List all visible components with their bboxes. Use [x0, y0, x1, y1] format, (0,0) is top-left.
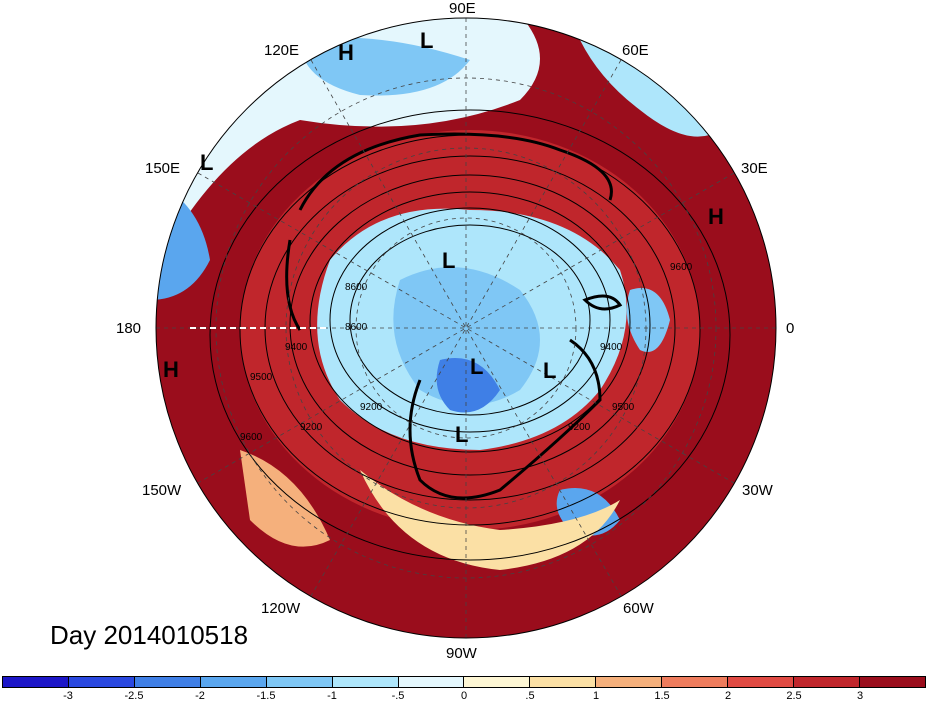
contour-label: 8600 — [345, 282, 368, 293]
low-pressure-marker: L — [200, 150, 214, 175]
colorbar-tick-label: 1 — [592, 690, 600, 702]
contour-label: 9500 — [612, 402, 635, 413]
longitude-label: 120E — [264, 42, 300, 59]
colorbar-tick-label: -.5 — [391, 690, 405, 702]
globe-outline — [155, 17, 777, 639]
colorbar-swatch — [134, 677, 201, 687]
colorbar-swatch — [200, 677, 267, 687]
colorbar-swatch — [794, 677, 860, 687]
colorbar-tick-label: .5 — [525, 690, 535, 702]
contour-label: 9400 — [600, 342, 623, 353]
longitude-label: 90W — [446, 645, 477, 662]
colorbar-tick-label: 3 — [856, 690, 864, 702]
colorbar-swatch — [332, 677, 399, 687]
high-pressure-marker: H — [338, 40, 354, 65]
low-pressure-marker: L — [442, 248, 456, 273]
low-pressure-marker: L — [455, 422, 469, 447]
colorbar-swatch — [3, 677, 69, 687]
longitude-label: 60W — [623, 600, 654, 617]
contour-label: 9200 — [568, 422, 591, 433]
colorbar-swatch — [596, 677, 663, 687]
height-contours — [209, 109, 731, 561]
longitude-label: 60E — [622, 42, 649, 59]
colorbar-swatch — [266, 677, 333, 687]
cool-anomaly-patch-ne — [580, 40, 720, 137]
colorbar-swatch — [68, 677, 135, 687]
contour-label-group: 8600 8600 9200 9200 9500 9500 9600 9600 … — [240, 262, 693, 443]
longitude-label: 150W — [142, 482, 182, 499]
low-pressure-marker: L — [470, 354, 484, 379]
colorbar-tick-label: -3 — [63, 690, 73, 702]
colorbar-swatch — [859, 677, 925, 687]
map-title: Day 2014010518 — [50, 620, 249, 650]
contour-label: 8600 — [345, 322, 368, 333]
polar-cold-core — [393, 267, 540, 405]
colorbar-tick-label: -2 — [195, 690, 205, 702]
contour-label: 9200 — [300, 422, 323, 433]
longitude-label: 150E — [145, 160, 181, 177]
contour-label: 9200 — [360, 402, 383, 413]
contour-label: 9600 — [670, 262, 693, 273]
colorbar-swatch — [662, 677, 729, 687]
jet-stream-contours — [285, 132, 623, 500]
low-pressure-marker: L — [420, 28, 434, 53]
colorbar-swatch — [398, 677, 465, 687]
low-pressure-marker: L — [543, 358, 557, 383]
colorbar-swatch — [728, 677, 795, 687]
pale-patch-sw — [240, 450, 330, 547]
contour-label: 9500 — [250, 372, 273, 383]
high-pressure-marker: H — [708, 204, 724, 229]
longitude-label: 30E — [741, 160, 768, 177]
colorbar-swatch — [530, 677, 597, 687]
high-pressure-marker: H — [163, 357, 179, 382]
colorbar-tick-label: -2.5 — [124, 690, 144, 702]
colorbar-swatch — [464, 677, 531, 687]
contour-label: 9600 — [240, 432, 263, 443]
longitude-label: 120W — [261, 600, 301, 617]
colorbar — [2, 676, 926, 688]
colorbar-tick-label: 1.5 — [654, 690, 670, 702]
longitude-label: 180 — [116, 320, 142, 337]
colorbar-tick-label: -1.5 — [256, 690, 276, 702]
pale-band-south — [360, 470, 620, 570]
longitude-label: 0 — [786, 320, 795, 337]
colorbar-tick-label: 2.5 — [786, 690, 802, 702]
colorbar-tick-label: 0 — [460, 690, 468, 702]
longitude-label: 90E — [449, 0, 476, 17]
colorbar-tick-label: -1 — [327, 690, 337, 702]
cool-spot-east — [626, 288, 670, 352]
polar-cold-center — [436, 358, 500, 413]
colorbar-tick-label: 2 — [724, 690, 732, 702]
longitude-label: 30W — [742, 482, 773, 499]
contour-label: 9400 — [285, 342, 308, 353]
